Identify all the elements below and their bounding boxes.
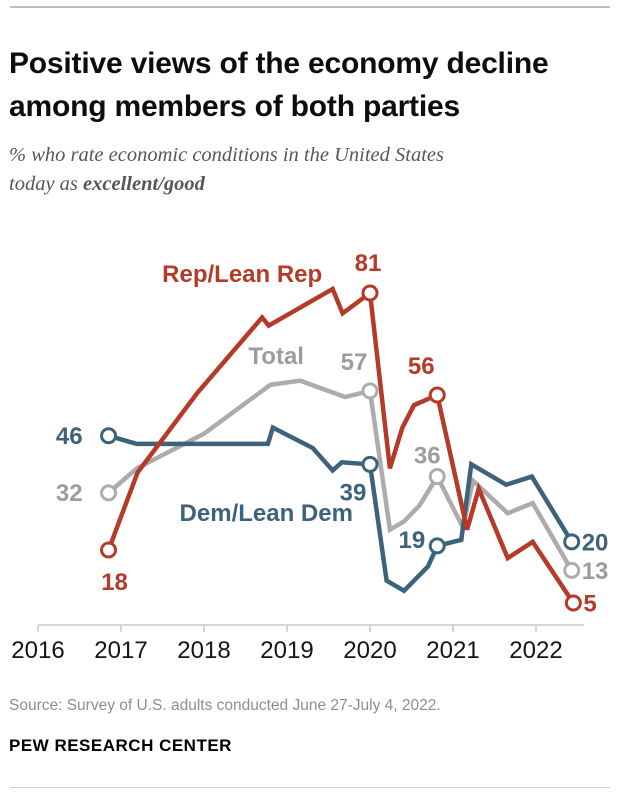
value-label-total-36: 36: [414, 443, 441, 470]
x-axis-label-2016: 2016: [11, 637, 64, 664]
chart-subtitle: % who rate economic conditions in the Un…: [9, 141, 569, 199]
data-point-total-57: [361, 382, 379, 400]
value-label-rep-lean-rep-56: 56: [408, 353, 435, 380]
value-label-dem-lean-dem-20: 20: [582, 529, 609, 556]
source-note: Source: Survey of U.S. adults conducted …: [9, 697, 441, 714]
data-point-dem-lean-dem-39: [361, 455, 379, 473]
x-axis-label-2019: 2019: [260, 637, 313, 664]
value-label-rep-lean-rep-18: 18: [101, 569, 128, 596]
title-line-1: Positive views of the economy decline: [9, 47, 549, 81]
brand-footer: PEW RESEARCH CENTER: [9, 736, 232, 755]
data-point-rep-lean-rep-5: [564, 594, 582, 612]
page-title: Positive views of the economy decline am…: [9, 42, 609, 128]
subtitle-line-2-prefix: today as: [9, 172, 84, 195]
subtitle-line-1: % who rate economic conditions in the Un…: [9, 143, 444, 166]
value-label-dem-lean-dem-46: 46: [56, 423, 83, 450]
line-chart: 2016 2017 2018 2019 2020 2021 2022Total3257361…: [11, 250, 609, 664]
x-axis-label-2021: 2021: [426, 637, 479, 664]
value-label-total-57: 57: [341, 349, 368, 376]
x-axis-label-2017: 2017: [94, 637, 147, 664]
series-label-rep-lean-rep: Rep/Lean Rep: [162, 261, 322, 288]
x-axis-label-2020: 2020: [343, 637, 396, 664]
data-point-total-32: [100, 484, 118, 502]
data-point-dem-lean-dem-19: [428, 537, 446, 555]
x-axis-label-2018: 2018: [177, 637, 230, 664]
data-point-total-36: [428, 468, 446, 486]
value-label-rep-lean-rep-81: 81: [355, 250, 382, 277]
value-label-rep-lean-rep-5: 5: [583, 591, 596, 618]
series-label-dem-lean-dem: Dem/Lean Dem: [180, 500, 353, 527]
data-point-dem-lean-dem-46: [100, 427, 118, 445]
series-line-rep-lean-rep: [106, 285, 576, 605]
series-line-total: [107, 378, 574, 572]
top-divider: [10, 6, 610, 8]
series-line-dem-lean-dem: [107, 424, 574, 594]
value-label-total-32: 32: [56, 480, 83, 507]
value-label-dem-lean-dem-19: 19: [399, 527, 426, 554]
series-label-total: Total: [248, 343, 304, 370]
value-label-total-13: 13: [582, 558, 609, 585]
data-point-rep-lean-rep-56: [428, 386, 446, 404]
bottom-divider: [10, 787, 610, 788]
subtitle-emphasis: excellent/good: [83, 172, 205, 195]
data-point-rep-lean-rep-18: [100, 541, 118, 559]
title-line-2: among members of both parties: [9, 90, 460, 124]
x-axis-label-2022: 2022: [509, 637, 562, 664]
data-point-rep-lean-rep-81: [361, 284, 379, 302]
value-label-dem-lean-dem-39: 39: [340, 479, 367, 506]
data-point-dem-lean-dem-20: [563, 533, 581, 551]
data-point-total-13: [563, 561, 581, 579]
